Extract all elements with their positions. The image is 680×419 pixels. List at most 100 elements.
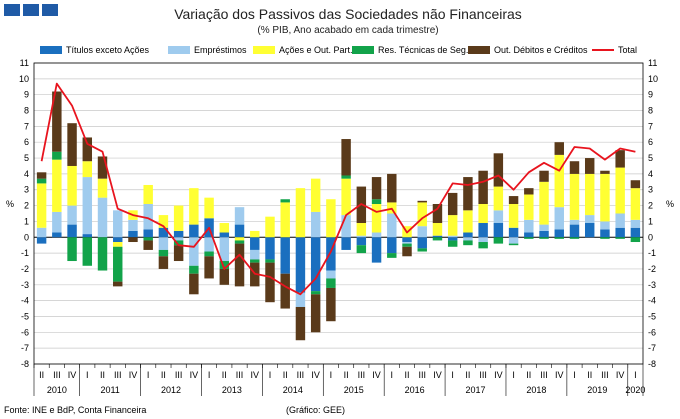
bar-segment [173, 237, 184, 241]
x-tick-label: II [100, 370, 105, 380]
bar-segment [524, 237, 534, 239]
bar-segment [371, 203, 382, 233]
bar-segment [630, 237, 641, 243]
y-tick-label-left: 10 [19, 74, 29, 84]
bar-segment [295, 237, 306, 293]
bar-segment [432, 237, 443, 241]
legend-swatch [40, 46, 62, 54]
bar-segment [234, 240, 245, 244]
bar-segment [265, 259, 275, 263]
bar-segment [569, 161, 580, 174]
y-tick-label-right: -3 [648, 280, 656, 290]
bar-segment [326, 199, 336, 238]
bar-segment [539, 170, 549, 182]
y-tick-label-right: 0 [648, 232, 653, 242]
y-tick-label-right: -8 [648, 359, 656, 369]
bar-segment [326, 270, 336, 279]
bar-segment [463, 232, 473, 238]
bar-segment [158, 249, 169, 257]
bar-segment [36, 183, 47, 228]
bar-segment [478, 242, 488, 249]
bar-segment [615, 213, 625, 228]
chart-axes: -8 -8-7 -7-6 -6-5 -5-4 -4-3 -3-2 -2-1 -10 01 12 23 3… [19, 58, 658, 396]
y-tick-label-left: -5 [21, 311, 29, 321]
bar-segment [463, 177, 473, 211]
x-tick-label: I [147, 370, 150, 380]
bar-segment [447, 215, 458, 236]
bar-segment [234, 224, 245, 238]
x-tick-label: IV [68, 370, 77, 380]
bar-segment [189, 265, 199, 274]
year-label: 2019 [587, 385, 607, 395]
bar-segment [158, 215, 169, 228]
bar-segment [554, 207, 564, 230]
y-tick-label-right: 10 [648, 74, 658, 84]
x-tick-label: III [114, 370, 122, 380]
legend-swatch [168, 46, 190, 54]
bar-segment [143, 237, 153, 241]
y-tick-label-left: -1 [21, 248, 29, 258]
total-line-layer [40, 82, 636, 296]
y-axis-label-left: % [6, 199, 14, 209]
bar-segment [356, 237, 367, 246]
bar-segment [189, 273, 199, 295]
bar-segment [265, 216, 275, 238]
chart-legend: Títulos exceto Ações Empréstimos Ações e O… [40, 45, 637, 55]
bar-segment [508, 243, 519, 246]
bar-segment [67, 205, 77, 225]
bar-segment [67, 224, 77, 238]
bar-segment [402, 237, 412, 243]
bar-segment [524, 232, 534, 238]
bar-segment [67, 237, 77, 262]
bar-segment [82, 237, 93, 266]
x-tick-label: IV [251, 370, 260, 380]
x-tick-label: I [269, 370, 272, 380]
x-tick-label: II [161, 370, 166, 380]
bar-segment [295, 188, 306, 238]
year-label: 2015 [344, 385, 364, 395]
bar-segment [82, 177, 93, 235]
y-tick-label-right: -5 [648, 311, 656, 321]
x-tick-label: II [39, 370, 44, 380]
y-tick-label-right: -2 [648, 264, 656, 274]
bar-segment [113, 246, 123, 282]
bar-segment [387, 213, 397, 238]
bar-segment [97, 178, 108, 198]
x-tick-label: IV [433, 370, 442, 380]
bar-segment [432, 235, 443, 238]
bar-segment [52, 151, 62, 160]
legend-swatch [468, 46, 490, 54]
bar-segment [584, 223, 595, 238]
bar-segment [600, 229, 610, 238]
bar-segment [554, 142, 564, 155]
y-tick-label-left: 4 [24, 169, 29, 179]
bar-segment [265, 262, 275, 303]
y-tick-label-right: 2 [648, 201, 653, 211]
bar-segment [219, 223, 230, 233]
bar-segment [234, 243, 245, 287]
x-tick-label: I [330, 370, 333, 380]
x-tick-label: III [236, 370, 244, 380]
y-tick-label-left: -7 [21, 343, 29, 353]
bar-segment [219, 237, 230, 262]
bar-segment [447, 192, 458, 216]
x-tick-label: I [208, 370, 211, 380]
chart-credit: (Gráfico: GEE) [286, 405, 345, 415]
bar-segment [554, 229, 564, 238]
bar-segment [326, 237, 336, 271]
y-tick-label-left: 2 [24, 201, 29, 211]
y-tick-label-right: -4 [648, 296, 656, 306]
bar-segment [387, 237, 397, 254]
bar-segment [113, 242, 123, 247]
year-label: 2016 [405, 385, 425, 395]
x-tick-label: II [283, 370, 288, 380]
bar-segment [204, 237, 214, 252]
bar-segment [417, 237, 427, 249]
year-label: 2011 [100, 385, 119, 395]
chart-bars [36, 91, 641, 341]
bar-segment [341, 237, 351, 250]
bar-segment [539, 237, 549, 239]
x-tick-label: III [358, 370, 366, 380]
x-tick-label: IV [190, 370, 199, 380]
bar-segment [402, 246, 412, 257]
